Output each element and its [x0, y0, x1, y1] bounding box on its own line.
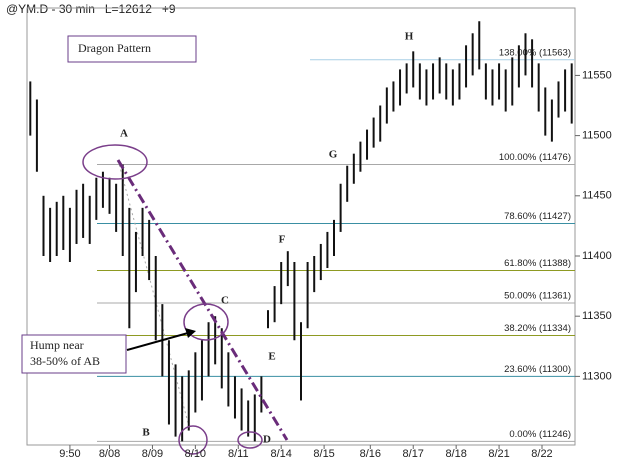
y-tick-label: 11450 [582, 190, 612, 202]
y-tick-label: 11550 [582, 69, 612, 81]
arrow-head [185, 328, 196, 338]
x-tick-label: 8/16 [360, 448, 381, 460]
x-tick-label: 8/15 [313, 448, 334, 460]
point-label: G [329, 149, 338, 161]
x-tick-label: 8/18 [445, 448, 466, 460]
hump-box [21, 334, 127, 374]
fib-levels: 138.00% (11563) 100.00% (11476) 78.60% (11… [97, 47, 575, 442]
x-tick-label: 8/09 [142, 448, 163, 460]
level-label: 78.60% (11427) [504, 211, 571, 222]
x-tick-label: 8/17 [403, 448, 424, 460]
point-label: F [279, 234, 286, 246]
level-label: 61.80% (11388) [504, 258, 571, 269]
y-tick-label: 11400 [582, 250, 612, 262]
pattern-box [67, 35, 197, 63]
level-label: 38.20% (11334) [504, 323, 571, 334]
y-tick-label: 11300 [582, 370, 612, 382]
price-bars [29, 21, 573, 442]
hump-note: Hump near [30, 338, 84, 352]
level-label: 100.00% (11476) [499, 152, 571, 163]
pattern-label: Dragon Pattern [78, 41, 151, 55]
x-tick-label: 8/14 [270, 448, 291, 460]
point-label: H [405, 31, 414, 43]
ab-guide [117, 159, 191, 431]
ellipse-d [237, 431, 263, 449]
x-tick-label: 8/10 [185, 448, 206, 460]
y-tick-label: 11500 [582, 130, 612, 142]
x-tick-label: 8/22 [531, 448, 552, 460]
hump-note: 38-50% of AB [30, 354, 100, 368]
level-label: 138.00% (11563) [499, 47, 571, 58]
point-label: D [263, 434, 271, 446]
ellipse-a [82, 144, 148, 180]
point-label: B [142, 427, 150, 439]
level-label: 0.00% (11246) [509, 429, 571, 440]
x-tick-label: 8/11 [228, 448, 249, 460]
level-label: 23.60% (11300) [504, 364, 571, 375]
ellipse-c [183, 303, 229, 341]
plot-frame [26, 7, 576, 446]
hump-arrow [126, 332, 189, 351]
y-tick-label: 11350 [582, 310, 612, 322]
point-label: C [221, 295, 229, 307]
ellipse-b [178, 425, 208, 455]
point-label: A [120, 128, 128, 140]
x-tick-label: 8/08 [99, 448, 120, 460]
level-label: 50.00% (11361) [504, 290, 571, 301]
point-label: E [268, 351, 275, 363]
x-tick-label: 8/21 [488, 448, 509, 460]
trend-line [116, 159, 289, 441]
chart-title: @YM.D - 30 min L=12612 +9 [6, 2, 176, 16]
x-tick-label: 9:50 [59, 448, 80, 460]
